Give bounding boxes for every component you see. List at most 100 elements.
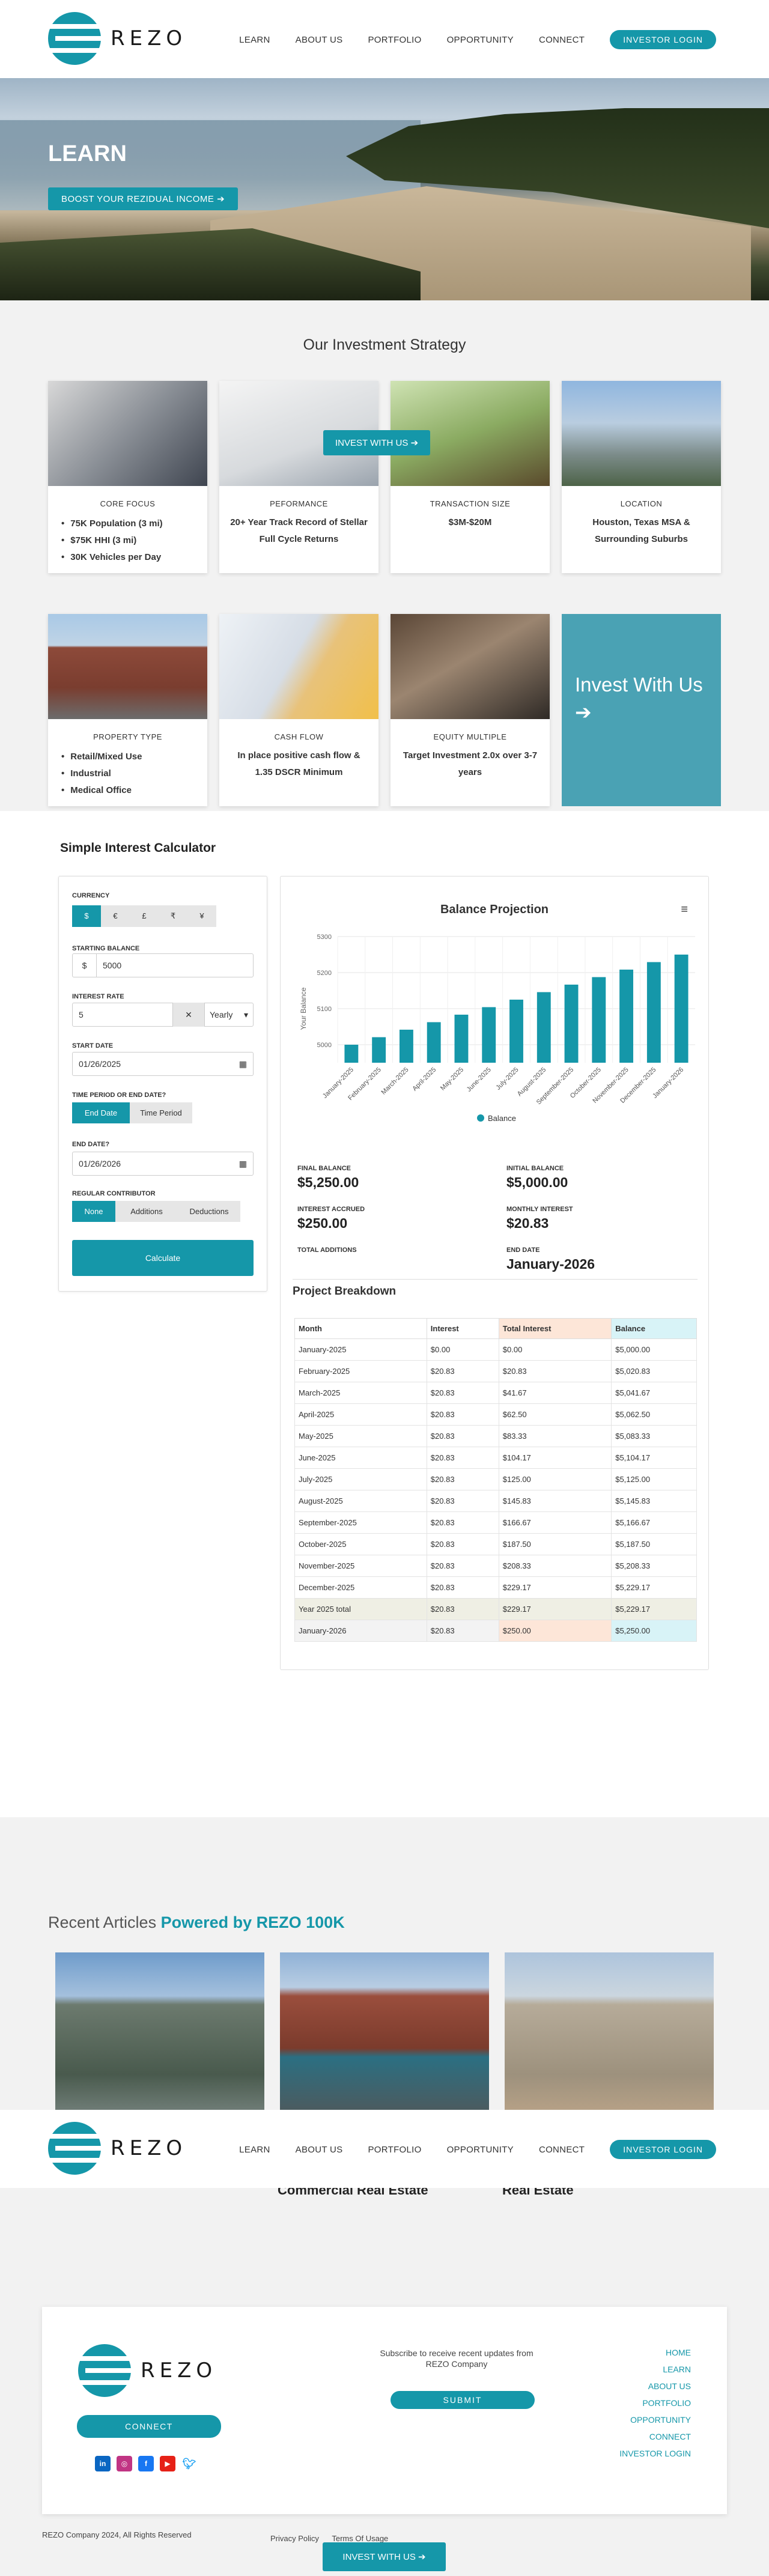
instagram-icon[interactable]: ◎ bbox=[117, 2456, 132, 2471]
article-image[interactable] bbox=[280, 1952, 489, 2127]
invest-with-us-card[interactable]: Invest With Us ➔ bbox=[562, 614, 721, 806]
footer-nav-opportunity[interactable]: OPPORTUNITY bbox=[630, 2415, 691, 2425]
interest-period-select[interactable]: Yearly ▾ bbox=[204, 1003, 254, 1027]
bar[interactable] bbox=[427, 1022, 441, 1063]
footer-connect-button[interactable]: CONNECT bbox=[77, 2415, 221, 2438]
currency-gbp[interactable]: £ bbox=[130, 905, 159, 927]
article-image[interactable] bbox=[55, 1952, 264, 2127]
calculator-title: Simple Interest Calculator bbox=[60, 841, 216, 855]
table-cell: $250.00 bbox=[498, 1620, 612, 1642]
bar[interactable] bbox=[372, 1037, 386, 1063]
bar[interactable] bbox=[564, 984, 579, 1063]
footer-nav-portfolio[interactable]: PORTFOLIO bbox=[642, 2398, 691, 2408]
nav-connect[interactable]: CONNECT bbox=[538, 2144, 585, 2155]
footer-nav-connect[interactable]: CONNECT bbox=[649, 2432, 691, 2441]
contributor-label: REGULAR CONTRIBUTOR bbox=[72, 1190, 156, 1197]
facebook-icon[interactable]: f bbox=[138, 2456, 154, 2471]
x-tick-label: July-2025 bbox=[494, 1066, 520, 1092]
table-row: March-2025 $20.83 $41.67 $5,041.67 bbox=[294, 1382, 697, 1404]
linkedin-icon[interactable]: in bbox=[95, 2456, 111, 2471]
end-date-option[interactable]: End Date bbox=[72, 1102, 130, 1123]
end-date-label: END DATE? bbox=[72, 1141, 110, 1148]
contrib-deductions[interactable]: Deductions bbox=[178, 1201, 240, 1222]
table-cell: $5,166.67 bbox=[611, 1511, 697, 1534]
investor-login-button[interactable]: INVESTOR LOGIN bbox=[610, 2140, 716, 2159]
start-date-value: 01/26/2025 bbox=[79, 1059, 121, 1069]
logo[interactable]: REZO bbox=[47, 2121, 187, 2176]
terms-link[interactable]: Terms Of Usage bbox=[332, 2534, 389, 2543]
table-cell: $0.00 bbox=[426, 1338, 499, 1361]
menu-icon[interactable]: ≡ bbox=[681, 903, 688, 916]
nav-connect[interactable]: CONNECT bbox=[538, 34, 585, 45]
calculate-button[interactable]: Calculate bbox=[72, 1240, 254, 1276]
article-image[interactable] bbox=[505, 1952, 714, 2127]
logo-text: REZO bbox=[111, 2136, 187, 2160]
footer-nav-investor-login[interactable]: INVESTOR LOGIN bbox=[619, 2449, 691, 2458]
table-cell: $20.83 bbox=[426, 1425, 499, 1447]
currency-jpy[interactable]: ¥ bbox=[187, 905, 216, 927]
footer-nav-home[interactable]: HOME bbox=[666, 2348, 691, 2357]
bar[interactable] bbox=[619, 970, 634, 1063]
start-date-field[interactable]: 01/26/2025 ▦ bbox=[72, 1052, 254, 1076]
interest-rate-input[interactable]: 5 bbox=[72, 1003, 173, 1027]
bar[interactable] bbox=[344, 1045, 359, 1063]
table-cell: October-2025 bbox=[294, 1533, 427, 1555]
twitter-icon[interactable]: 🐦︎ bbox=[181, 2456, 197, 2471]
bar[interactable] bbox=[536, 992, 551, 1063]
bar[interactable] bbox=[482, 1007, 496, 1063]
bar[interactable] bbox=[674, 955, 688, 1063]
breakdown-title: Project Breakdown bbox=[293, 1285, 397, 1298]
nav-about-us[interactable]: ABOUT US bbox=[295, 2144, 343, 2155]
card-bullets: Retail/Mixed Use Industrial Medical Offi… bbox=[61, 749, 207, 799]
clear-icon[interactable]: ✕ bbox=[173, 1003, 204, 1027]
investor-login-button[interactable]: INVESTOR LOGIN bbox=[610, 30, 716, 49]
boost-income-button[interactable]: BOOST YOUR REZIDUAL INCOME ➔ bbox=[48, 187, 239, 210]
currency-inr[interactable]: ₹ bbox=[159, 905, 187, 927]
privacy-policy-link[interactable]: Privacy Policy bbox=[270, 2534, 319, 2543]
x-tick-label: June-2025 bbox=[466, 1066, 493, 1093]
table-cell: September-2025 bbox=[294, 1511, 427, 1534]
invest-with-us-overlay-button[interactable]: INVEST WITH US ➔ bbox=[323, 430, 431, 455]
table-cell: $20.83 bbox=[426, 1511, 499, 1534]
table-header-row: Month Interest Total Interest Balance bbox=[294, 1318, 697, 1339]
youtube-icon[interactable]: ▶ bbox=[160, 2456, 175, 2471]
bar[interactable] bbox=[592, 977, 606, 1063]
calculator-form: CURRENCY $ € £ ₹ ¥ STARTING BALANCE $ 50… bbox=[58, 876, 267, 1292]
floating-invest-button[interactable]: INVEST WITH US ➔ bbox=[323, 2542, 446, 2571]
nav-learn[interactable]: LEARN bbox=[239, 2144, 270, 2155]
bar[interactable] bbox=[399, 1029, 413, 1063]
end-date-field[interactable]: 01/26/2026 ▦ bbox=[72, 1152, 254, 1176]
contrib-additions[interactable]: Additions bbox=[115, 1201, 178, 1222]
footer-nav-about-us[interactable]: ABOUT US bbox=[648, 2381, 691, 2391]
bar[interactable] bbox=[646, 962, 661, 1063]
footer-nav-learn[interactable]: LEARN bbox=[663, 2365, 691, 2374]
table-row: Year 2025 total $20.83 $229.17 $5,229.17 bbox=[294, 1598, 697, 1620]
contrib-none[interactable]: None bbox=[72, 1201, 115, 1222]
bar[interactable] bbox=[509, 1000, 523, 1063]
nav-learn[interactable]: LEARN bbox=[239, 34, 270, 45]
logo[interactable]: REZO bbox=[47, 11, 187, 66]
x-tick-label: April-2025 bbox=[411, 1066, 437, 1093]
nav-about-us[interactable]: ABOUT US bbox=[295, 34, 343, 45]
nav-portfolio[interactable]: PORTFOLIO bbox=[368, 2144, 422, 2155]
chevron-down-icon: ▾ bbox=[243, 1009, 248, 1019]
currency-usd[interactable]: $ bbox=[72, 905, 101, 927]
starting-balance-field[interactable]: $ 5000 bbox=[72, 953, 254, 977]
table-cell: $62.50 bbox=[498, 1403, 612, 1426]
footer-logo[interactable]: REZO bbox=[77, 2343, 217, 2398]
submit-button[interactable]: SUBMIT bbox=[391, 2391, 535, 2409]
nav-opportunity[interactable]: OPPORTUNITY bbox=[446, 2144, 514, 2155]
card-label: CASH FLOW bbox=[274, 732, 324, 741]
legend-label[interactable]: Balance bbox=[488, 1114, 516, 1123]
card-text: 20+ Year Track Record of Stellar Full Cy… bbox=[230, 517, 368, 544]
breakdown-table: Month Interest Total Interest Balance Ja… bbox=[294, 1318, 697, 1642]
nav-portfolio[interactable]: PORTFOLIO bbox=[368, 34, 422, 45]
main-nav: LEARN ABOUT US PORTFOLIO OPPORTUNITY CON… bbox=[214, 2140, 716, 2159]
nav-opportunity[interactable]: OPPORTUNITY bbox=[446, 34, 514, 45]
strategy-card-equity-multiple: EQUITY MULTIPLE Target Investment 2.0x o… bbox=[391, 614, 550, 806]
time-period-option[interactable]: Time Period bbox=[130, 1102, 192, 1123]
table-cell: July-2025 bbox=[294, 1468, 427, 1490]
bar[interactable] bbox=[454, 1015, 469, 1063]
currency-eur[interactable]: € bbox=[101, 905, 130, 927]
currency-prefix: $ bbox=[73, 954, 97, 977]
